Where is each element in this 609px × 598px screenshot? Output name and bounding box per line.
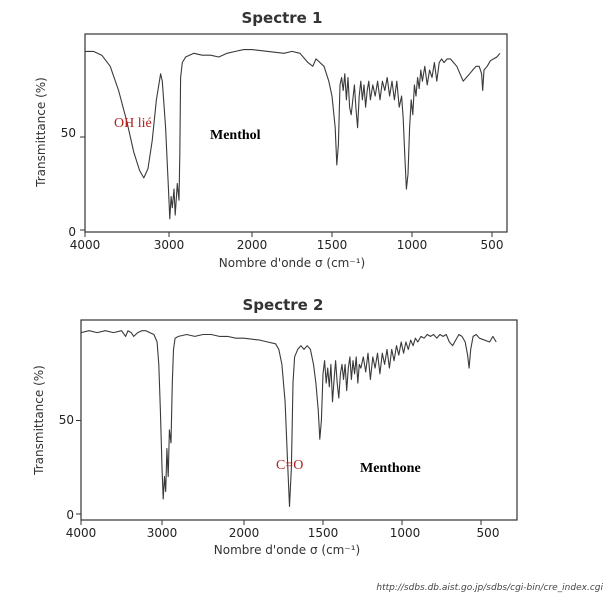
x-tick-label: 500	[477, 526, 500, 540]
x-axis-label: Nombre d'onde σ (cm⁻¹)	[214, 543, 360, 557]
chart-title: Spectre 2	[242, 296, 323, 314]
annotation-c-o: C=O	[276, 458, 303, 473]
y-axis-label: Transmittance (%)	[34, 77, 48, 188]
x-tick-label: 2000	[229, 526, 260, 540]
panel-spectre-2: Spectre 2 4000 3000 2000 1500 1000 500 0…	[32, 296, 518, 557]
x-tick-label: 1000	[397, 238, 428, 252]
x-tick-label: 1500	[308, 526, 339, 540]
x-axis-label: Nombre d'onde σ (cm⁻¹)	[219, 256, 365, 270]
chart-title: Spectre 1	[241, 9, 322, 27]
spectrum-line	[80, 330, 497, 508]
x-tick-label: 1500	[317, 238, 348, 252]
y-tick-label: 0	[66, 508, 74, 522]
y-axis-label: Transmittance (%)	[32, 365, 46, 476]
x-tick-label: 4000	[70, 238, 101, 252]
annotation-oh-lie: OH lié	[114, 116, 152, 131]
x-tick-label: 3000	[147, 526, 178, 540]
y-tick-label: 50	[61, 126, 76, 140]
spectrum-line	[85, 49, 501, 220]
x-tick-label: 3000	[154, 238, 185, 252]
x-tick-label: 2000	[237, 238, 268, 252]
x-tick-label: 1000	[390, 526, 421, 540]
x-tick-label: 500	[481, 238, 504, 252]
plot-frame	[84, 33, 508, 233]
x-tick-label: 4000	[66, 526, 97, 540]
annotation-menthone: Menthone	[360, 461, 421, 476]
panel-spectre-1: Spectre 1 4000 3000 2000 1500 1000 500 0…	[34, 9, 508, 270]
annotation-menthol: Menthol	[210, 128, 261, 143]
y-tick-label: 50	[59, 413, 74, 427]
plot-frame	[80, 319, 518, 521]
tick-marks	[80, 136, 493, 237]
y-tick-label: 0	[68, 225, 76, 239]
tick-marks	[76, 420, 482, 525]
source-url: http://sdbs.db.aist.go.jp/sdbs/cgi-bin/c…	[376, 583, 603, 593]
